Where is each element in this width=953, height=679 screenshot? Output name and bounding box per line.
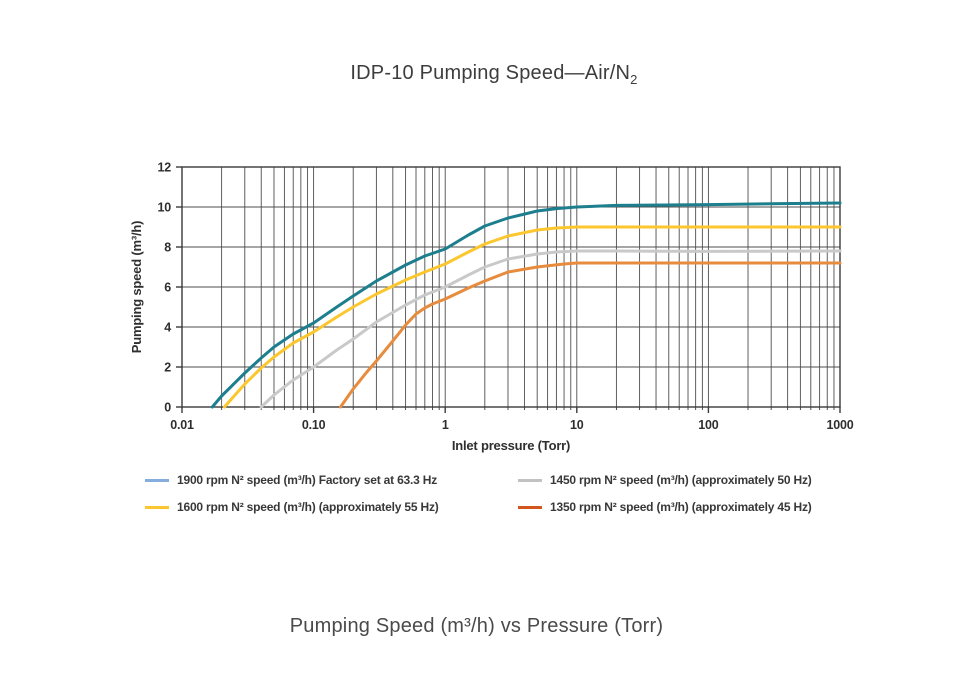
x-tick-label: 1 (442, 418, 449, 432)
series-line-1450-rpm (259, 249, 842, 409)
y-tick-label: 2 (164, 361, 171, 375)
legend-item-1350rpm: 1350 rpm N² speed (m³/h) (approximately … (518, 498, 812, 516)
legend-label-1600rpm: 1600 rpm N² speed (m³/h) (approximately … (177, 500, 439, 514)
legend-label-1450rpm: 1450 rpm N² speed (m³/h) (approximately … (550, 473, 812, 487)
chart-title: IDP-10 Pumping Speed—Air/N2 (350, 62, 638, 87)
y-tick-label: 10 (157, 201, 171, 215)
bottom-caption: Pumping Speed (m³/h) vs Pressure (Torr) (289, 615, 664, 637)
chart-title-text: IDP-10 Pumping Speed—Air/N (350, 62, 631, 84)
series-line-1350-rpm (339, 261, 842, 409)
x-tick-label: 0.10 (302, 418, 326, 432)
axis-ticks (176, 166, 841, 413)
y-tick-label: 8 (164, 241, 171, 255)
legend-item-1600rpm: 1600 rpm N² speed (m³/h) (approximately … (145, 498, 439, 516)
legend-item-1450rpm: 1450 rpm N² speed (m³/h) (approximately … (518, 471, 812, 489)
legend-label-1350rpm: 1350 rpm N² speed (m³/h) (approximately … (550, 500, 812, 514)
x-axis-title: Inlet pressure (Torr) (452, 438, 570, 453)
series-line-1900-rpm (210, 201, 842, 409)
legend-swatch-1350rpm (518, 505, 542, 509)
chart-title-subscript: 2 (630, 72, 638, 87)
x-tick-label: 1000 (826, 418, 853, 432)
y-tick-label: 6 (164, 281, 171, 295)
legend-swatch-1600rpm (145, 505, 169, 509)
x-tick-label: 0.01 (170, 418, 194, 432)
legend-item-1900rpm: 1900 rpm N² speed (m³/h) Factory set at … (145, 471, 437, 489)
y-tick-label: 0 (164, 401, 171, 415)
y-axis-title: Pumping speed (m³/h) (129, 221, 144, 354)
pumping-speed-chart: 0.01 0.10 1 10 100 1000 0 2 4 6 8 10 12 Inlet pressur… (129, 161, 854, 454)
legend-label-1900rpm: 1900 rpm N² speed (m³/h) Factory set at … (177, 473, 438, 487)
y-tick-label: 4 (164, 321, 171, 335)
chart-legend: 1900 rpm N² speed (m³/h) Factory set at … (0, 469, 953, 525)
legend-swatch-1450rpm (518, 478, 542, 482)
y-tick-label: 12 (157, 161, 171, 175)
chart-svg: 0.01 0.10 1 10 100 1000 0 2 4 6 8 10 12 Inlet pressur… (129, 161, 854, 454)
x-tick-label: 10 (570, 418, 584, 432)
legend-swatch-1900rpm (145, 478, 169, 482)
x-tick-label: 100 (698, 418, 719, 432)
series-line-1600-rpm (222, 225, 842, 409)
